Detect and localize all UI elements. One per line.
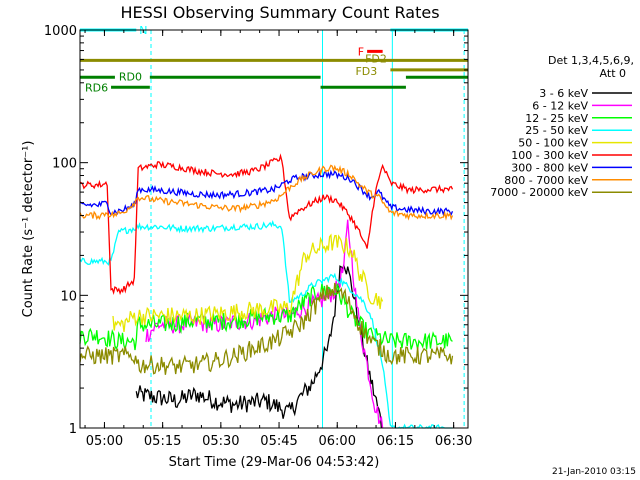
legend-label-5: 50 - 100 keV <box>518 137 588 150</box>
y-tick-label-3: 100 <box>52 157 77 172</box>
legend-label-7: 300 - 800 keV <box>511 161 588 174</box>
x-tick-label-4: 05:45 <box>260 434 297 449</box>
legend-title-line-2: Att 0 <box>600 67 626 80</box>
legend-label-8: 800 - 7000 keV <box>504 174 588 187</box>
flag-label-fd2: FD2 <box>365 52 387 65</box>
legend-label-3: 12 - 25 keV <box>525 112 588 125</box>
series-7 <box>79 169 454 217</box>
series-3 <box>79 283 453 352</box>
x-tick-label-1: 05:00 <box>86 434 123 449</box>
x-axis: 05:00 05:15 05:30 05:45 06:00 06:15 06:30 <box>84 30 472 449</box>
legend-label-6: 100 - 300 keV <box>511 149 588 162</box>
y-tick-label-2: 10 <box>60 289 77 304</box>
flag-label-f: F <box>358 45 364 58</box>
y-axis: 1 10 100 1000 <box>44 24 468 437</box>
chart-title: HESSI Observing Summary Count Rates <box>120 3 439 22</box>
y-tick-label-4: 1000 <box>44 24 77 39</box>
x-tick-label-6: 06:15 <box>377 434 414 449</box>
legend-label-4: 25 - 50 keV <box>525 124 588 137</box>
x-tick-label-7: 06:30 <box>435 434 472 449</box>
plot-layer: NFFD2FD3RD0RD6 <box>79 24 468 430</box>
y-tick-label-1: 1 <box>69 422 77 437</box>
y-axis-label: Count Rate (s⁻¹ detector⁻¹) <box>21 141 36 318</box>
legend-label-2: 6 - 12 keV <box>532 99 588 112</box>
series-9 <box>79 282 454 375</box>
x-tick-label-3: 05:30 <box>202 434 239 449</box>
x-tick-label-5: 06:00 <box>319 434 356 449</box>
x-axis-label: Start Time (29-Mar-06 04:53:42) <box>169 455 380 470</box>
legend-title-line-1: Det 1,3,4,5,6,9, <box>548 54 634 67</box>
flag-label-rd6: RD6 <box>85 81 108 94</box>
series-8 <box>79 164 454 221</box>
series-1 <box>135 262 383 429</box>
footer-timestamp: 21-Jan-2010 03:15 <box>552 467 636 477</box>
series-6 <box>79 153 454 296</box>
legend-label-1: 3 - 6 keV <box>539 87 588 100</box>
series-4 <box>79 219 453 430</box>
series-5 <box>112 233 384 332</box>
plot-frame <box>79 29 469 429</box>
flag-label-fd3: FD3 <box>355 65 377 78</box>
x-tick-label-2: 05:15 <box>144 434 181 449</box>
flag-label-rd0: RD0 <box>119 70 142 83</box>
legend-label-9: 7000 - 20000 keV <box>490 186 588 199</box>
